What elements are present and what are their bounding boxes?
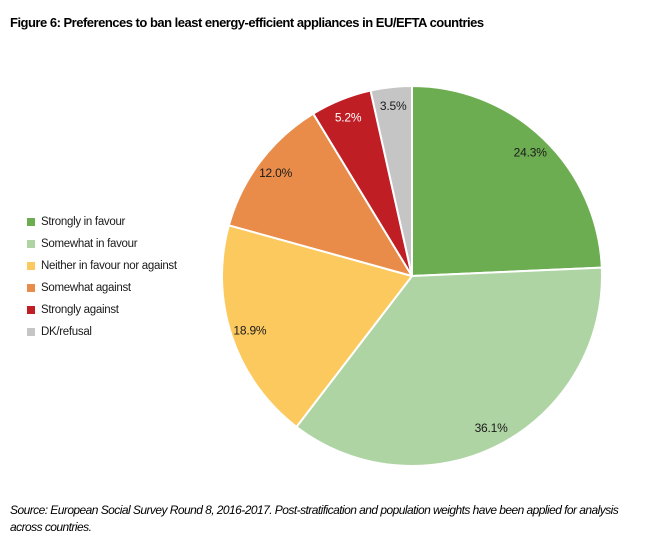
legend-label: DK/refusal <box>41 326 92 338</box>
pie-slice-0 <box>411 85 603 277</box>
figure-title: Figure 6: Preferences to ban least energ… <box>10 15 484 30</box>
pie-slice-label-2: 18.9% <box>233 324 267 338</box>
legend-label: Neither in favour nor against <box>41 260 177 272</box>
pie-slice-label-5: 3.5% <box>380 99 407 113</box>
legend-item-dk-refusal: DK/refusal <box>27 325 177 339</box>
legend-swatch-icon <box>27 240 35 248</box>
legend-swatch-icon <box>27 218 35 226</box>
legend-item-somewhat-against: Somewhat against <box>27 281 177 295</box>
pie-slice-1 <box>295 266 603 468</box>
legend-swatch-icon <box>27 284 35 292</box>
pie-slice-label-0: 24.3% <box>514 146 548 160</box>
legend-label: Somewhat against <box>41 282 131 294</box>
pie-slice-3 <box>227 112 413 277</box>
legend-label: Strongly against <box>41 304 119 316</box>
legend: Strongly in favour Somewhat in favour Ne… <box>27 215 177 347</box>
pie-slice-2 <box>221 224 413 428</box>
legend-swatch-icon <box>27 262 35 270</box>
legend-item-neither: Neither in favour nor against <box>27 259 177 273</box>
pie-slice-5 <box>369 85 413 277</box>
legend-swatch-icon <box>27 328 35 336</box>
legend-label: Somewhat in favour <box>41 238 138 250</box>
legend-item-strongly-in-favour: Strongly in favour <box>27 215 177 229</box>
legend-label: Strongly in favour <box>41 216 126 228</box>
legend-item-strongly-against: Strongly against <box>27 303 177 317</box>
pie-slice-label-3: 12.0% <box>259 166 293 180</box>
pie-slice-label-4: 5.2% <box>335 111 362 125</box>
legend-item-somewhat-in-favour: Somewhat in favour <box>27 237 177 251</box>
pie-slice-label-1: 36.1% <box>475 421 509 435</box>
legend-swatch-icon <box>27 306 35 314</box>
source-note: Source: European Social Survey Round 8, … <box>10 503 619 534</box>
